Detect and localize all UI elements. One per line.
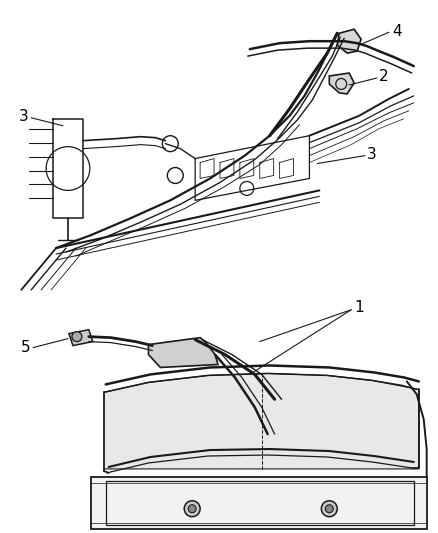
Polygon shape <box>329 73 354 94</box>
Circle shape <box>325 505 333 513</box>
Circle shape <box>321 501 337 516</box>
Text: 3: 3 <box>367 147 377 162</box>
Polygon shape <box>69 330 93 345</box>
Polygon shape <box>148 337 218 367</box>
Text: 5: 5 <box>21 340 31 355</box>
Text: 3: 3 <box>19 109 29 124</box>
Polygon shape <box>104 374 419 469</box>
Text: 2: 2 <box>379 69 389 85</box>
Circle shape <box>72 332 82 342</box>
Polygon shape <box>337 29 361 53</box>
Polygon shape <box>91 477 427 529</box>
Circle shape <box>184 501 200 516</box>
Circle shape <box>188 505 196 513</box>
Text: 1: 1 <box>354 300 364 316</box>
Text: 4: 4 <box>392 24 402 39</box>
